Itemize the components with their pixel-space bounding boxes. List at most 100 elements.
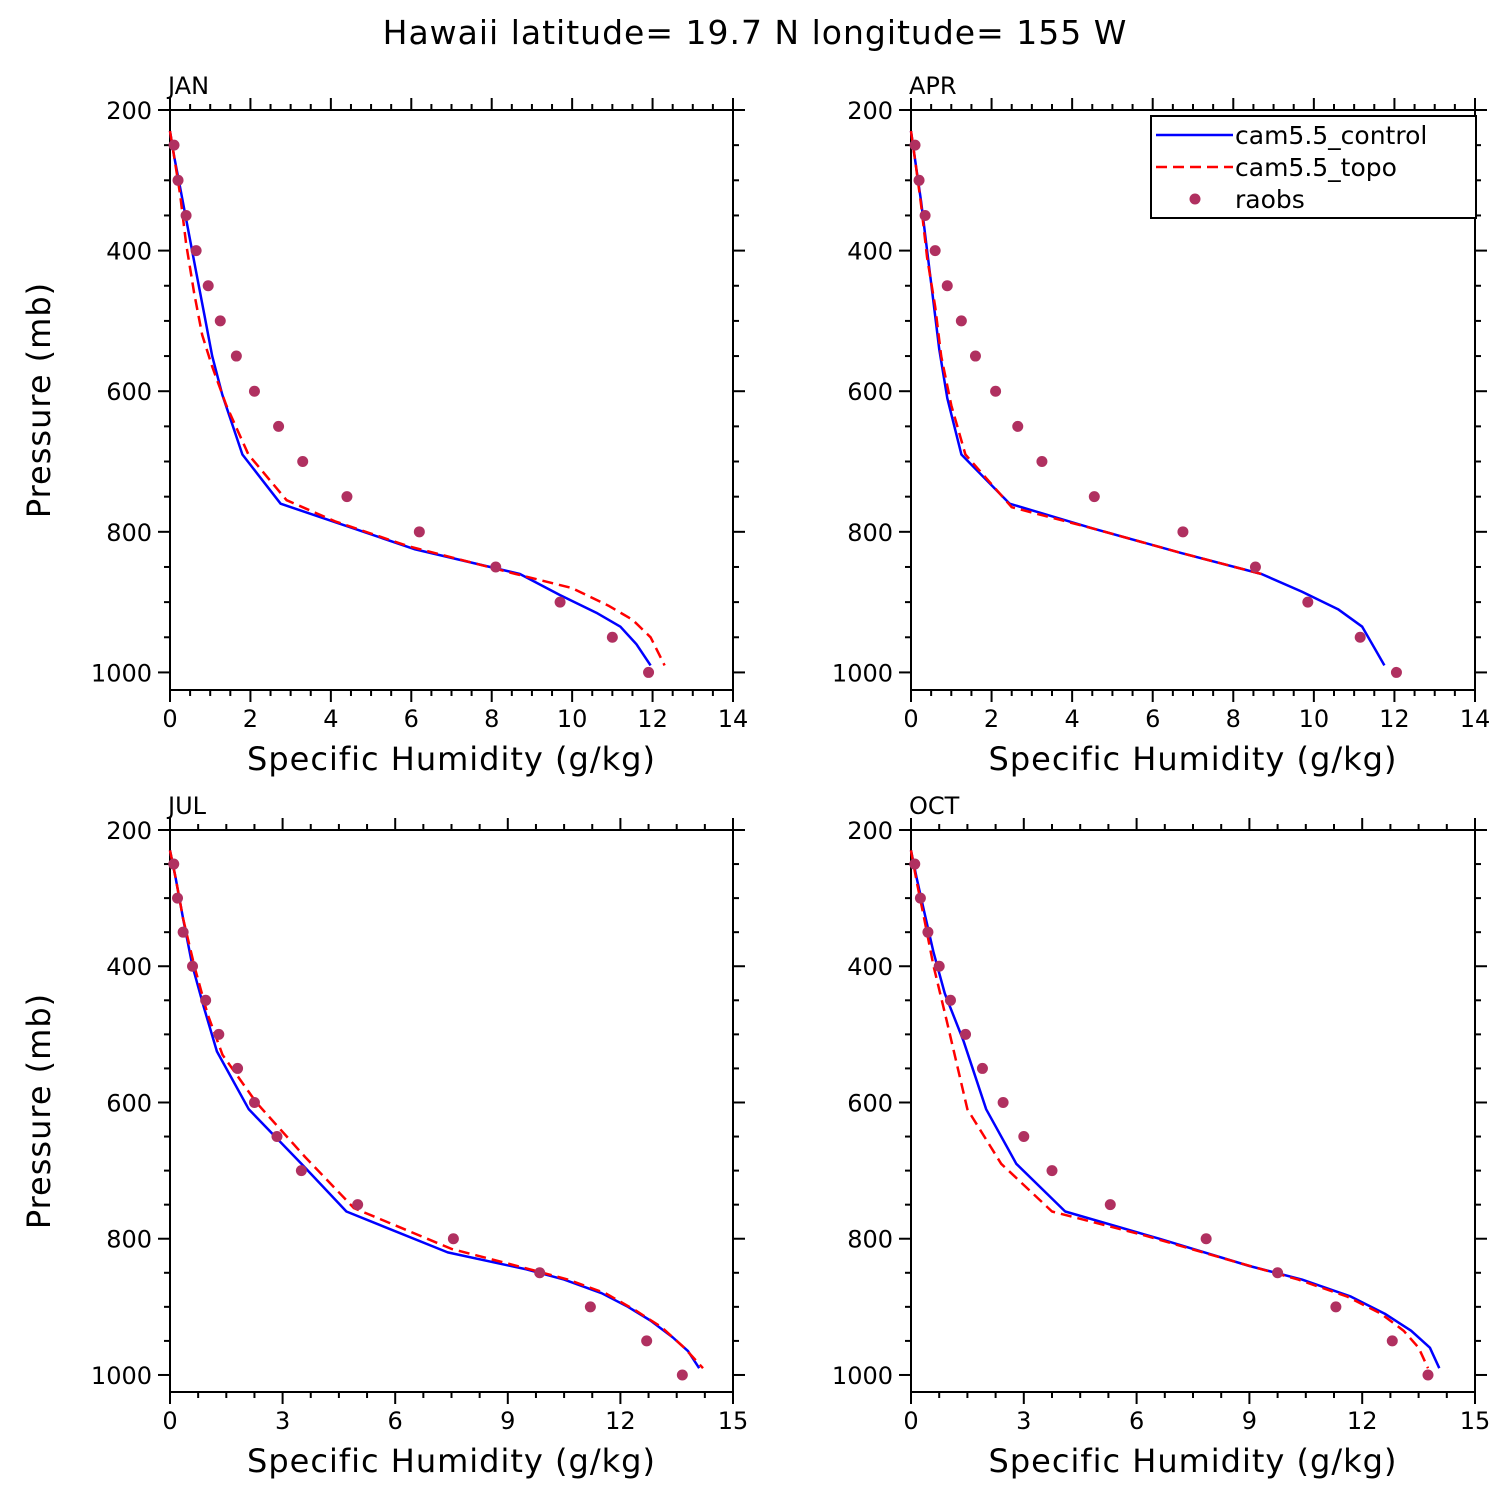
raobs-point: [1272, 1267, 1284, 1279]
x-tick-label: 12: [637, 705, 668, 733]
y-tick-label: 800: [847, 519, 893, 547]
y-tick-label: 600: [847, 378, 893, 406]
raobs-point: [941, 280, 953, 292]
raobs-point: [273, 420, 285, 432]
x-tick-label: 3: [1016, 1407, 1031, 1435]
y-tick-label: 200: [106, 97, 152, 125]
raobs-point: [352, 1199, 364, 1211]
raobs-point: [909, 139, 921, 151]
x-tick-label: 4: [1065, 705, 1080, 733]
x-tick-label: 14: [718, 705, 749, 733]
x-tick-label: 6: [1129, 1407, 1144, 1435]
raobs-point: [534, 1267, 546, 1279]
y-tick-label: 1000: [91, 659, 152, 687]
x-tick-label: 8: [1226, 705, 1241, 733]
y-tick-label: 600: [106, 378, 152, 406]
raobs-point: [168, 139, 180, 151]
x-tick-label: 8: [484, 705, 499, 733]
raobs-point: [248, 385, 260, 397]
x-tick-label: 9: [500, 1407, 515, 1435]
y-tick-label: 800: [106, 519, 152, 547]
raobs-point: [643, 666, 655, 678]
raobs-point: [933, 960, 945, 972]
raobs-point: [929, 245, 941, 257]
panel-title: APR: [909, 72, 957, 100]
raobs-point: [213, 1028, 225, 1040]
series-group: [909, 850, 1441, 1381]
panel-title: JAN: [166, 72, 209, 100]
raobs-point: [413, 526, 425, 538]
y-tick-label: 1000: [832, 1362, 893, 1390]
legend-label: raobs: [1235, 185, 1305, 214]
raobs-point: [1302, 596, 1314, 608]
raobs-point: [1012, 420, 1024, 432]
x-axis-label: Specific Humidity (g/kg): [989, 1442, 1398, 1480]
y-axis-label: Pressure (mb): [20, 282, 58, 518]
raobs-point: [177, 926, 189, 938]
raobs-point: [341, 491, 353, 503]
y-tick-label: 200: [847, 97, 893, 125]
x-tick-label: 15: [718, 1407, 749, 1435]
series-group: [168, 850, 704, 1381]
raobs-point: [490, 561, 502, 573]
panel-title: JUL: [166, 792, 207, 820]
x-tick-label: 10: [557, 705, 588, 733]
legend-marker-raobs: [1189, 193, 1201, 205]
raobs-point: [1177, 526, 1189, 538]
panel-apr: 0 2 4 6 8 10 12 14 200 400 600 800 1000 APR Specific H…: [832, 72, 1490, 778]
plot-frame: [169, 829, 734, 1393]
raobs-point: [976, 1062, 988, 1074]
control-line: [909, 850, 1441, 1369]
y-tick-label: 600: [106, 1089, 152, 1117]
raobs-point: [960, 1028, 972, 1040]
y-tick-label: 400: [106, 953, 152, 981]
x-tick-label: 9: [1242, 1407, 1257, 1435]
raobs-point: [913, 174, 925, 186]
x-tick-label: 0: [903, 1407, 918, 1435]
x-tick-label: 0: [903, 705, 918, 733]
plot-frame: [169, 109, 734, 691]
raobs-point: [969, 350, 981, 362]
panel-oct: 0 3 6 9 12 15 200 400 600 800 1000 OCT Specific Humi…: [832, 792, 1490, 1480]
y-tick-label: 800: [106, 1226, 152, 1254]
y-tick-label: 400: [847, 238, 893, 266]
panel-title: OCT: [909, 792, 960, 820]
raobs-point: [230, 350, 242, 362]
x-tick-label: 6: [388, 1407, 403, 1435]
raobs-point: [922, 926, 934, 938]
raobs-point: [554, 596, 566, 608]
raobs-point: [944, 994, 956, 1006]
raobs-point: [172, 174, 184, 186]
raobs-point: [295, 1165, 307, 1177]
control-line: [168, 130, 652, 667]
raobs-point: [955, 315, 967, 327]
x-axis-label: Specific Humidity (g/kg): [247, 1442, 656, 1480]
topo-line: [168, 130, 666, 666]
raobs-point: [676, 1369, 688, 1381]
y-tick-label: 400: [847, 953, 893, 981]
x-tick-label: 12: [1379, 705, 1410, 733]
x-tick-label: 12: [605, 1407, 636, 1435]
raobs-point: [1088, 491, 1100, 503]
figure-title: Hawaii latitude= 19.7 N longitude= 155 W: [383, 13, 1128, 52]
y-tick-label: 600: [847, 1089, 893, 1117]
x-axis-label: Specific Humidity (g/kg): [989, 740, 1398, 778]
y-tick-label: 400: [106, 238, 152, 266]
x-tick-label: 6: [1145, 705, 1160, 733]
raobs-point: [447, 1233, 459, 1245]
raobs-point: [909, 858, 921, 870]
y-tick-label: 200: [106, 817, 152, 845]
x-tick-label: 12: [1347, 1407, 1378, 1435]
raobs-point: [641, 1335, 653, 1347]
y-tick-label: 200: [847, 817, 893, 845]
raobs-point: [271, 1131, 283, 1143]
raobs-point: [297, 456, 309, 468]
x-tick-label: 4: [323, 705, 338, 733]
series-group: [168, 130, 666, 678]
x-axis-label: Specific Humidity (g/kg): [247, 740, 656, 778]
legend-label: cam5.5_control: [1235, 121, 1427, 150]
raobs-point: [1046, 1165, 1058, 1177]
